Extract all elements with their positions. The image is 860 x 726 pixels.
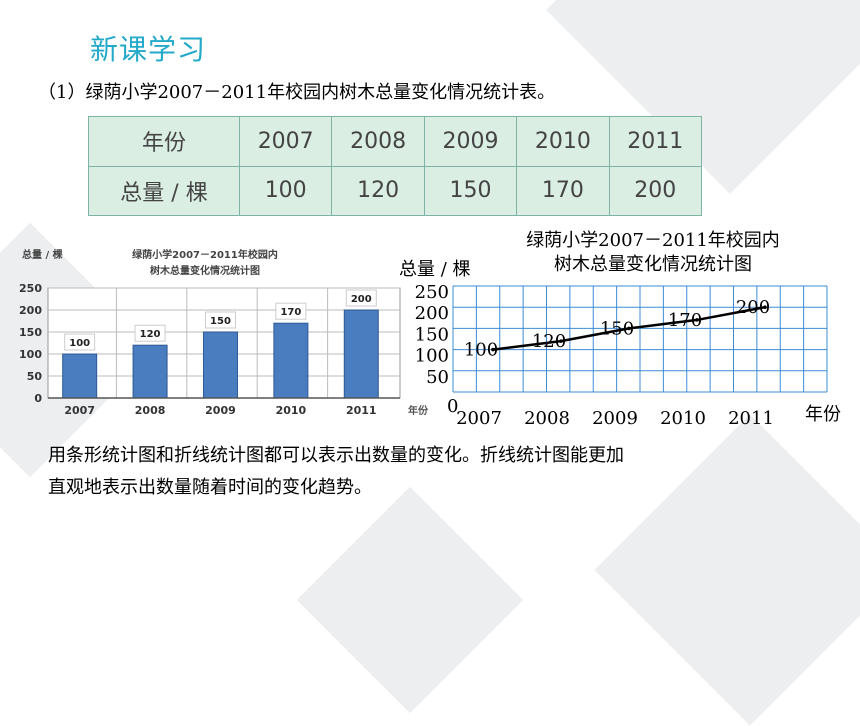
data-label: 100: [464, 340, 498, 361]
table-row-year: 年份 2007 2008 2009 2010 2011: [88, 116, 703, 167]
x-tick-label: 2010: [660, 408, 706, 429]
table-cell-year: 2010: [516, 116, 610, 167]
table-cell-value: 150: [423, 165, 518, 216]
bar: [62, 353, 98, 399]
x-axis-label: 年份: [805, 404, 841, 425]
x-tick-label: 2009: [205, 404, 236, 417]
x-tick-label: 2011: [346, 404, 377, 417]
x-tick-label: 2007: [64, 404, 95, 417]
caption: 用条形统计图和折线统计图都可以表示出数量的变化。折线统计图能更加 直观地表示出数…: [48, 440, 828, 504]
table-cell-year: 2009: [423, 116, 518, 167]
table-cell-value: 100: [238, 165, 333, 216]
y-tick-label: 200: [415, 303, 449, 324]
data-point: [763, 305, 767, 309]
y-tick-label: 150: [19, 326, 42, 339]
data-label-box: [134, 324, 166, 342]
bar: [202, 331, 238, 399]
data-table: 年份 2007 2008 2009 2010 2011 总量 / 棵 100 1…: [88, 116, 703, 216]
x-tick-label: 2011: [728, 408, 774, 429]
y-tick-label: 200: [19, 304, 42, 317]
table-header-year: 年份: [88, 116, 240, 167]
caption-line: 直观地表示出数量随着时间的变化趋势。: [48, 477, 372, 498]
table-header-total: 总量 / 棵: [88, 165, 240, 216]
data-label: 120: [140, 329, 161, 340]
y-tick-label: 100: [19, 348, 42, 361]
data-label-box: [64, 333, 96, 351]
y-tick-label: 0: [447, 396, 458, 417]
y-tick-label: 50: [426, 367, 449, 388]
x-tick-label: 2010: [276, 404, 307, 417]
y-axis-label: 总量 / 棵: [399, 259, 471, 280]
x-tick-label: 2009: [592, 408, 638, 429]
x-tick-label: 2008: [135, 404, 166, 417]
data-label: 170: [668, 310, 702, 331]
data-point: [627, 326, 631, 331]
table-cell-value: 170: [516, 165, 610, 216]
y-tick-label: 0: [34, 392, 42, 405]
data-point: [695, 318, 699, 322]
data-label: 100: [69, 338, 90, 349]
data-label: 150: [210, 316, 231, 327]
caption-line: 用条形统计图和折线统计图都可以表示出数量的变化。折线统计图能更加: [48, 445, 624, 466]
data-point: [491, 347, 495, 352]
table-cell-value: 200: [608, 165, 703, 216]
table-cell-year: 2007: [238, 116, 333, 167]
data-label-box: [345, 289, 377, 307]
y-tick-label: 250: [415, 282, 449, 303]
table-cell-year: 2011: [608, 116, 703, 167]
data-label: 120: [532, 331, 566, 352]
data-label: 150: [600, 318, 634, 339]
y-axis-label: 总量 / 棵: [22, 248, 63, 261]
section-heading: 新课学习: [90, 33, 207, 66]
table-row-total: 总量 / 棵 100 120 150 170 200: [88, 165, 703, 216]
bar: [132, 344, 168, 399]
bar: [273, 322, 309, 399]
data-label: 170: [280, 307, 301, 318]
x-tick-label: 2007: [456, 408, 502, 429]
data-label-box: [204, 311, 236, 329]
y-tick-label: 250: [19, 282, 42, 295]
data-point: [559, 339, 563, 343]
y-tick-label: 150: [415, 324, 449, 345]
chart-title: 绿荫小学2007－2011年校园内: [526, 230, 780, 251]
x-axis-label: 年份: [408, 404, 429, 417]
bar: [343, 309, 379, 399]
chart-title: 树木总量变化情况统计图: [150, 264, 260, 277]
data-label-box: [275, 302, 307, 320]
table-cell-year: 2008: [331, 116, 425, 167]
data-label: 200: [351, 294, 372, 305]
table-cell-value: 120: [331, 165, 425, 216]
data-label: 200: [736, 297, 770, 318]
chart-title: 树木总量变化情况统计图: [554, 254, 752, 275]
x-tick-label: 2008: [524, 408, 570, 429]
background-shape: [296, 486, 524, 714]
table-title: （1）绿荫小学2007－2011年校园内树木总量变化情况统计表。: [38, 82, 556, 103]
y-tick-label: 50: [27, 370, 43, 383]
chart-title: 绿荫小学2007－2011年校园内: [132, 248, 278, 261]
y-tick-label: 100: [415, 346, 449, 367]
